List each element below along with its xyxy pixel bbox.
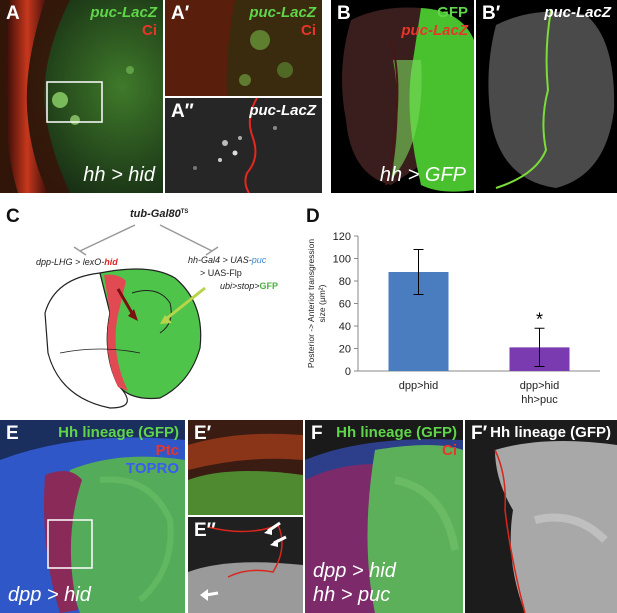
panel-a-double-prime-image bbox=[165, 98, 322, 193]
panel-letter: F′ bbox=[471, 423, 488, 444]
panel-letter: A bbox=[6, 3, 20, 24]
panel-a: A puc-LacZ Ci hh > hid bbox=[0, 0, 163, 193]
label-green: puc-LacZ bbox=[90, 4, 157, 21]
label-red: Ci bbox=[442, 442, 457, 459]
label-white: puc-LacZ bbox=[544, 4, 611, 21]
panel-b-prime: B′ puc-LacZ bbox=[476, 0, 617, 193]
puc-gene: puc bbox=[251, 255, 267, 265]
panel-letter: B bbox=[337, 3, 351, 24]
label-white: Hh lineage (GFP) bbox=[490, 424, 611, 441]
significance-marker: * bbox=[536, 309, 543, 329]
panel-letter: E′′ bbox=[194, 520, 216, 541]
x-category-label: dpp>hid bbox=[520, 380, 559, 392]
tub-label: tub-Gal80 bbox=[130, 208, 182, 220]
inset-box bbox=[46, 81, 103, 123]
genotype-label-1: dpp > hid bbox=[313, 560, 396, 582]
inset-box bbox=[47, 519, 93, 569]
y-axis-label: size (μm²) bbox=[317, 284, 327, 322]
panel-e-prime-image bbox=[188, 420, 303, 515]
label-red: Ci bbox=[301, 22, 316, 39]
panel-b: B GFP puc-LacZ hh > GFP bbox=[331, 0, 474, 193]
genotype-label-2: hh > puc bbox=[313, 584, 391, 606]
label-red: Ptc bbox=[155, 442, 179, 459]
panel-a-prime: A′ puc-LacZ Ci bbox=[165, 0, 322, 96]
ubi-construct: ubi>stop> bbox=[220, 281, 260, 291]
panel-f-prime-image bbox=[465, 420, 617, 613]
arrow-icon bbox=[200, 589, 219, 601]
label-green: puc-LacZ bbox=[249, 4, 316, 21]
panel-f: F Hh lineage (GFP) Ci dpp > hid hh > puc bbox=[305, 420, 463, 613]
label-white: puc-LacZ bbox=[249, 102, 316, 119]
uas-flp: > UAS-Flp bbox=[200, 268, 242, 278]
label-red: puc-LacZ bbox=[401, 22, 468, 39]
y-tick-label: 20 bbox=[339, 344, 351, 356]
gfp-reporter: GFP bbox=[260, 281, 279, 291]
y-tick-label: 100 bbox=[333, 254, 351, 266]
genotype-label: hh > GFP bbox=[379, 164, 466, 186]
panel-letter: F bbox=[311, 423, 323, 444]
panel-b-image bbox=[342, 7, 474, 192]
schematic-diagram: tub-Gal80TS dpp-LHG > lexO-hid hh-Gal4 >… bbox=[36, 208, 278, 409]
svg-text:ubi>stop>GFP: ubi>stop>GFP bbox=[220, 281, 278, 291]
svg-text:hh-Gal4 > UAS-puc: hh-Gal4 > UAS-puc bbox=[188, 255, 267, 265]
panel-letter: E′ bbox=[194, 423, 212, 444]
hh-construct: hh-Gal4 > UAS- bbox=[188, 255, 252, 265]
y-tick-label: 60 bbox=[339, 299, 351, 311]
svg-text:dpp-LHG > lexO-hid: dpp-LHG > lexO-hid bbox=[36, 257, 118, 267]
label-red: Ci bbox=[142, 22, 157, 39]
panel-e-image bbox=[0, 420, 185, 613]
panel-letter: C bbox=[6, 206, 20, 227]
panel-a-double-prime: A′′ puc-LacZ bbox=[165, 98, 322, 193]
panel-letter: E bbox=[6, 423, 19, 444]
panel-e-double-prime-image bbox=[188, 517, 303, 613]
arrow-icon bbox=[270, 535, 287, 547]
x-category-label: hh>puc bbox=[521, 394, 558, 406]
panel-a-image bbox=[0, 0, 163, 193]
hid-gene: hid bbox=[104, 257, 118, 267]
panel-letter: A′ bbox=[171, 3, 190, 24]
panel-e-prime: E′ bbox=[188, 420, 303, 515]
panel-e-double-prime: E′′ bbox=[188, 517, 303, 613]
panel-e: E Hh lineage (GFP) Ptc TOPRO dpp > hid bbox=[0, 420, 185, 613]
panel-f-prime: F′ Hh lineage (GFP) bbox=[465, 420, 617, 613]
panel-d: D 0 20 40 60 80 100 120 Posterior -> Anterior t… bbox=[300, 203, 617, 413]
genotype-label: dpp > hid bbox=[8, 584, 91, 606]
genotype-label: hh > hid bbox=[83, 164, 155, 186]
y-tick-label: 80 bbox=[339, 276, 351, 288]
arrow-icon bbox=[264, 521, 281, 535]
panel-letter: A′′ bbox=[171, 101, 194, 122]
x-category-label: dpp>hid bbox=[399, 380, 438, 392]
y-tick-label: 40 bbox=[339, 321, 351, 333]
label-green: Hh lineage (GFP) bbox=[336, 424, 457, 441]
panel-a-prime-image bbox=[165, 0, 322, 96]
y-axis-label: Posterior -> Anterior transgression bbox=[306, 239, 316, 368]
panel-b-prime-image bbox=[488, 9, 615, 189]
svg-text:tub-Gal80TS: tub-Gal80TS bbox=[130, 208, 188, 220]
label-green: Hh lineage (GFP) bbox=[58, 424, 179, 441]
tub-superscript: TS bbox=[181, 209, 189, 215]
panel-letter: B′ bbox=[482, 3, 501, 24]
y-tick-label: 120 bbox=[333, 231, 351, 243]
panel-letter: D bbox=[306, 206, 320, 227]
label-green: GFP bbox=[437, 4, 468, 21]
dpp-construct: dpp-LHG > lexO- bbox=[36, 257, 104, 267]
panel-c: C tub-Gal80TS dpp-LHG > lexO-hid hh-Gal4… bbox=[0, 203, 300, 413]
label-blue: TOPRO bbox=[125, 460, 179, 477]
y-tick-label: 0 bbox=[345, 366, 351, 378]
panel-f-image bbox=[305, 420, 463, 613]
bar-chart: 0 20 40 60 80 100 120 Posterior -> Anterior tra… bbox=[306, 231, 600, 406]
